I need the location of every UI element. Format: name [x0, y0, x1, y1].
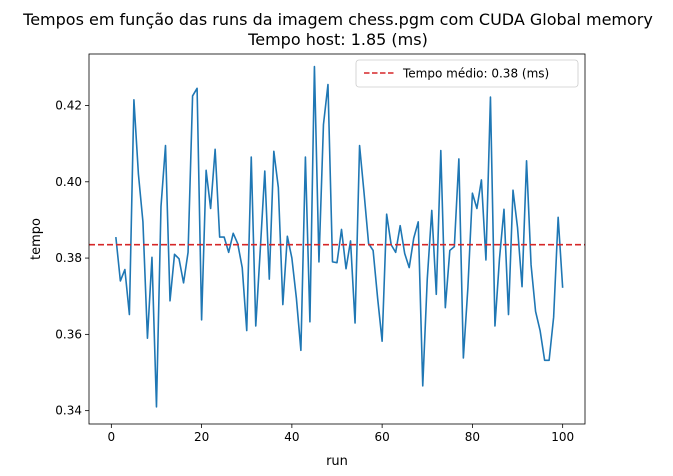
- legend-label-mean: Tempo médio: 0.38 (ms): [402, 67, 549, 81]
- y-tick-label: 0.38: [55, 251, 82, 265]
- y-tick-label: 0.34: [55, 404, 82, 418]
- x-tick-label: 20: [194, 430, 209, 444]
- x-tick-label: 100: [551, 430, 574, 444]
- x-tick-label: 80: [465, 430, 480, 444]
- chart-subtitle: Tempo host: 1.85 (ms): [247, 30, 428, 49]
- legend: Tempo médio: 0.38 (ms): [355, 59, 579, 88]
- x-tick-label: 60: [374, 430, 389, 444]
- legend-box: [355, 59, 579, 88]
- series-line-0: [115, 65, 564, 408]
- plot-area: [89, 65, 585, 408]
- plot-frame: [88, 53, 586, 425]
- y-tick-label: 0.42: [55, 98, 82, 112]
- x-tick-label: 0: [108, 430, 116, 444]
- y-axis-label: tempo: [29, 218, 44, 260]
- y-tick-label: 0.36: [55, 327, 82, 341]
- axis-ticks: 0 20 40 60 80 100 0.34 0.36 0.38 0.40 0.42: [55, 98, 574, 444]
- y-tick-label: 0.40: [55, 175, 82, 189]
- x-axis-label: run: [326, 454, 348, 469]
- x-tick-label: 40: [284, 430, 299, 444]
- chart-title: Tempos em função das runs da imagem ches…: [22, 10, 653, 29]
